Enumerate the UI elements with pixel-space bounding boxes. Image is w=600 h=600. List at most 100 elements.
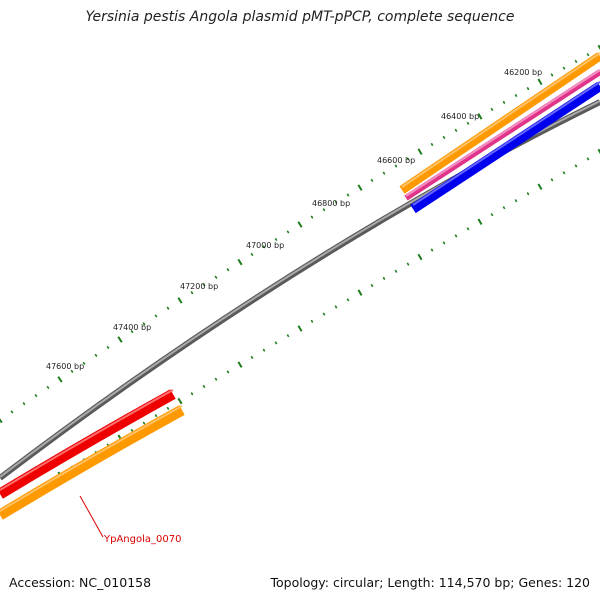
tick-label-47000: 47000 bp bbox=[246, 241, 284, 250]
inner-tick bbox=[177, 397, 183, 405]
outer-tick bbox=[202, 283, 206, 287]
inner-tick bbox=[562, 171, 566, 175]
outer-tick bbox=[526, 86, 530, 91]
inner-tick bbox=[250, 355, 254, 360]
outer-tick bbox=[82, 361, 86, 365]
inner-tick bbox=[550, 178, 554, 182]
inner-tick bbox=[142, 421, 146, 425]
inner-tick bbox=[346, 298, 350, 302]
outer-tick bbox=[57, 376, 63, 383]
outer-tick bbox=[190, 291, 194, 295]
inner-tick bbox=[166, 406, 170, 411]
outer-tick bbox=[502, 100, 506, 105]
outer-tick bbox=[34, 393, 38, 398]
tick-label-47400: 47400 bp bbox=[113, 323, 151, 332]
outer-tick bbox=[166, 306, 170, 310]
outer-tick bbox=[514, 93, 518, 98]
outer-tick bbox=[10, 410, 14, 414]
outer-tick bbox=[250, 252, 254, 257]
inner-tick bbox=[262, 348, 266, 352]
outer-tick bbox=[334, 200, 338, 204]
outer-tick bbox=[226, 268, 230, 272]
inner-tick bbox=[537, 183, 543, 191]
topology-summary: Topology: circular; Length: 114,570 bp; … bbox=[270, 575, 591, 590]
outer-tick bbox=[382, 171, 386, 175]
inner-tick bbox=[502, 206, 506, 210]
outer-tick bbox=[406, 157, 410, 161]
tick-label-47600: 47600 bp bbox=[46, 362, 84, 371]
inner-tick bbox=[274, 341, 278, 345]
backbone-arc-highlight bbox=[0, 100, 600, 478]
outer-tick-marks bbox=[0, 44, 600, 424]
outer-tick bbox=[597, 44, 600, 51]
outer-tick bbox=[214, 275, 218, 279]
outer-tick bbox=[442, 135, 446, 140]
inner-tick bbox=[202, 384, 206, 389]
outer-tick bbox=[310, 215, 314, 219]
outer-tick bbox=[94, 353, 98, 357]
outer-tick bbox=[130, 330, 134, 334]
inner-tick bbox=[466, 227, 470, 231]
accession-text: Accession: NC_010158 bbox=[9, 575, 152, 590]
inner-tick bbox=[490, 213, 494, 217]
tick-label-47200: 47200 bp bbox=[180, 282, 218, 291]
outer-tick bbox=[454, 128, 458, 132]
tick-label-46800: 46800 bp bbox=[312, 199, 350, 208]
outer-tick bbox=[322, 208, 326, 212]
inner-tick bbox=[297, 325, 303, 332]
feature-orange-lower[interactable] bbox=[0, 405, 185, 520]
outer-tick bbox=[0, 418, 3, 424]
outer-tick bbox=[70, 369, 74, 373]
inner-tick bbox=[310, 319, 314, 323]
outer-tick bbox=[537, 78, 543, 86]
outer-tick bbox=[466, 121, 470, 125]
feature-label[interactable]: YpAngola_0070 bbox=[103, 534, 181, 545]
outer-tick bbox=[297, 221, 303, 228]
outer-tick bbox=[357, 184, 363, 191]
outer-tick bbox=[417, 148, 423, 155]
outer-tick bbox=[142, 322, 146, 326]
inner-tick bbox=[382, 276, 386, 281]
inner-tick bbox=[597, 148, 600, 155]
outer-tick bbox=[286, 230, 290, 234]
inner-tick bbox=[417, 253, 423, 261]
outer-tick bbox=[562, 66, 566, 70]
outer-tick bbox=[550, 73, 554, 77]
outer-tick bbox=[274, 237, 278, 242]
tick-label-46600: 46600 bp bbox=[377, 156, 415, 165]
inner-tick bbox=[154, 414, 158, 418]
inner-tick bbox=[286, 334, 290, 338]
inner-tick bbox=[526, 192, 530, 196]
outer-tick bbox=[106, 345, 110, 350]
tick-label-46200: 46200 bp bbox=[504, 68, 542, 77]
inner-tick bbox=[586, 157, 590, 161]
outer-tick bbox=[370, 178, 374, 183]
inner-tick bbox=[442, 241, 446, 245]
tick-label-46400: 46400 bp bbox=[441, 112, 479, 121]
inner-tick bbox=[322, 312, 326, 316]
feature-red[interactable] bbox=[0, 389, 176, 499]
outer-tick bbox=[262, 245, 266, 249]
backbone-arc bbox=[0, 99, 600, 481]
feature-orange-upper[interactable] bbox=[399, 52, 600, 194]
inner-tick bbox=[226, 370, 230, 374]
inner-tick bbox=[406, 262, 410, 266]
inner-tick bbox=[237, 361, 243, 368]
feature-blue[interactable] bbox=[410, 81, 600, 214]
inner-tick bbox=[514, 199, 518, 203]
inner-tick bbox=[430, 248, 434, 252]
inner-tick bbox=[454, 234, 458, 238]
outer-tick bbox=[346, 193, 350, 197]
inner-tick bbox=[190, 392, 194, 396]
map-title: Yersinia pestis Angola plasmid pMT-pPCP,… bbox=[85, 9, 515, 25]
inner-tick bbox=[370, 283, 374, 288]
feature-pink[interactable] bbox=[404, 69, 600, 201]
outer-tick bbox=[117, 336, 123, 343]
outer-tick bbox=[430, 142, 434, 147]
inner-tick bbox=[214, 377, 218, 381]
outer-tick bbox=[177, 297, 183, 304]
outer-tick bbox=[574, 59, 578, 64]
outer-tick bbox=[46, 385, 50, 390]
feature-label-leader bbox=[79, 495, 104, 538]
